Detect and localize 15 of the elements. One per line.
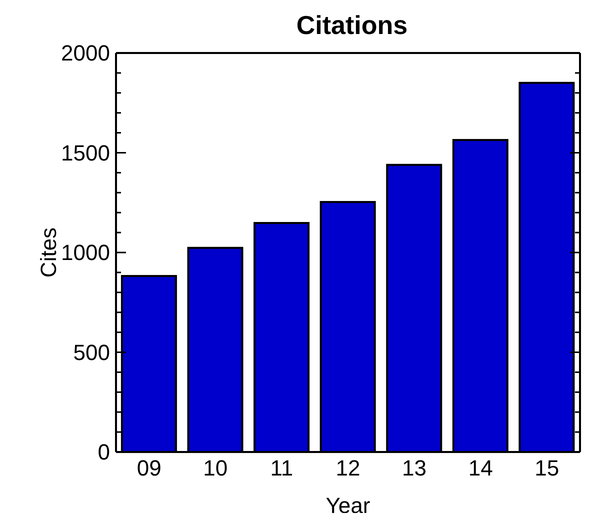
y-tick-label: 1500 <box>61 140 110 166</box>
x-tick-label: 11 <box>270 456 294 481</box>
y-tick-label: 0 <box>98 440 110 465</box>
x-tick-label: 14 <box>468 456 493 481</box>
y-tick-label: 500 <box>73 340 110 365</box>
y-tick-label: 2000 <box>61 40 110 66</box>
x-tick-label: 10 <box>203 456 228 481</box>
y-axis-title: Cites <box>36 227 61 278</box>
x-tick-label: 12 <box>336 456 360 481</box>
x-tick-label: 09 <box>136 456 162 481</box>
x-tick-label: 13 <box>402 456 427 481</box>
chart-title: Citations <box>295 10 409 41</box>
x-axis-title: Year <box>326 493 370 518</box>
x-tick-label: 15 <box>534 456 560 481</box>
y-tick-label: 1000 <box>61 240 110 266</box>
